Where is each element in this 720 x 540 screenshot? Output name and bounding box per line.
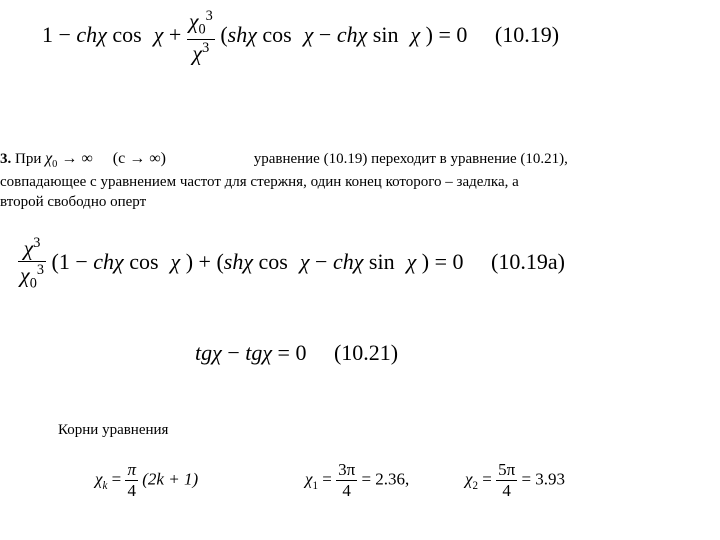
five-pi: 5π [498, 460, 515, 479]
eq-label: (10.21) [334, 340, 398, 365]
sin: sin [373, 22, 399, 47]
den-pow: 3 [37, 262, 44, 278]
tg: tg [245, 340, 262, 365]
minus: − [315, 249, 333, 274]
one-minus: 1 − [59, 249, 93, 274]
lparen: ( [52, 249, 59, 274]
para-rest2: совпадающее с уравнением частот для стер… [0, 172, 720, 192]
frac-5pi-4: 5π 4 [496, 460, 517, 501]
num-sub: 0 [199, 22, 206, 38]
sh: sh [228, 22, 248, 47]
eq-label: (10.19) [495, 22, 559, 47]
tg: tg [195, 340, 212, 365]
limit-expr: χ0 → ∞ (c → ∞) [45, 150, 170, 167]
den-sym: χ [192, 40, 202, 65]
fraction-chi0-chi: χ03 χ3 [187, 8, 215, 66]
eqz: = 0 [433, 22, 467, 47]
chi: χ [247, 22, 257, 47]
chi: χ [243, 249, 253, 274]
eq-label: (10.19a) [491, 249, 565, 274]
eqz: ) = 0 [422, 249, 464, 274]
equation-10-21: tgχ − tgχ = 0 (10.21) [195, 340, 398, 366]
sub: 2 [472, 480, 478, 492]
rparen: ) [426, 22, 433, 47]
chi: χ [97, 22, 107, 47]
equation-10-19a: χ3 χ03 (1 − chχ cos χ ) + (shχ cos χ − c… [18, 235, 565, 293]
chi: χ [300, 249, 310, 274]
four: 4 [502, 481, 511, 500]
fraction-chi-chi0: χ3 χ03 [18, 235, 46, 293]
root-chi-k: χk = π 4 (2k + 1) [95, 460, 198, 501]
chi: χ [358, 22, 368, 47]
den-sym: χ [20, 263, 30, 288]
frac-3pi-4: 3π 4 [336, 460, 357, 501]
minus: − [319, 22, 337, 47]
ch: ch [337, 22, 358, 47]
val: = 3.93 [521, 469, 565, 488]
four: 4 [128, 481, 137, 500]
num-sym: χ [189, 8, 199, 33]
lparen: ( [220, 22, 227, 47]
eq: = [322, 469, 336, 488]
plus: + ( [193, 249, 224, 274]
para-rest1: уравнение (10.19) переходит в уравнение … [254, 151, 568, 167]
num-pow: 3 [206, 8, 213, 24]
rparen: ) [186, 249, 193, 274]
num-pow: 3 [33, 235, 40, 251]
num-sym: χ [24, 235, 34, 260]
txt: 1 − [42, 22, 71, 47]
cos: cos [129, 249, 158, 274]
chi: χ [262, 340, 272, 365]
ch: ch [76, 22, 97, 47]
ch: ch [93, 249, 114, 274]
val: = 2.36, [361, 469, 409, 488]
plus: + [169, 22, 187, 47]
root-chi-1: χ1 = 3π 4 = 2.36, [305, 460, 409, 501]
sin: sin [369, 249, 395, 274]
four: 4 [342, 481, 351, 500]
eq: = [112, 469, 126, 488]
para-lead: 3. [0, 151, 11, 167]
chi: χ [171, 249, 181, 274]
lim-c: (c → ∞) [113, 150, 166, 167]
chi: χ [114, 249, 124, 274]
eq: = [482, 469, 496, 488]
paragraph-3: 3. При χ0 → ∞ (c → ∞) уравнение (10.19) … [0, 148, 720, 213]
sub: 1 [312, 480, 318, 492]
equation-10-19: 1 − chχ cos χ + χ03 χ3 (shχ cos χ − chχ … [42, 8, 559, 66]
three-pi: 3π [338, 460, 355, 479]
para-pri: При [11, 151, 45, 167]
pi: π [127, 460, 136, 479]
den-sub: 0 [30, 276, 37, 292]
chi: χ [407, 249, 417, 274]
cos: cos [112, 22, 141, 47]
den-pow: 3 [202, 40, 209, 56]
root-chi-2: χ2 = 5π 4 = 3.93 [465, 460, 565, 501]
chi: χ [154, 22, 164, 47]
para-rest3: второй свободно оперт [0, 192, 720, 212]
frac-pi-4: π 4 [125, 460, 138, 501]
k-term: (2k + 1) [142, 469, 198, 488]
cos: cos [259, 249, 288, 274]
chi: χ [410, 22, 420, 47]
ch: ch [333, 249, 354, 274]
lim-arrow: → ∞ [57, 150, 92, 167]
minus: − [227, 340, 245, 365]
chi: χ [354, 249, 364, 274]
chi: χ [212, 340, 222, 365]
chi: χ [304, 22, 314, 47]
sub: k [102, 480, 107, 492]
roots-label: Корни уравнения [58, 420, 168, 440]
sh: sh [224, 249, 244, 274]
eqz: = 0 [278, 340, 307, 365]
cos: cos [262, 22, 291, 47]
